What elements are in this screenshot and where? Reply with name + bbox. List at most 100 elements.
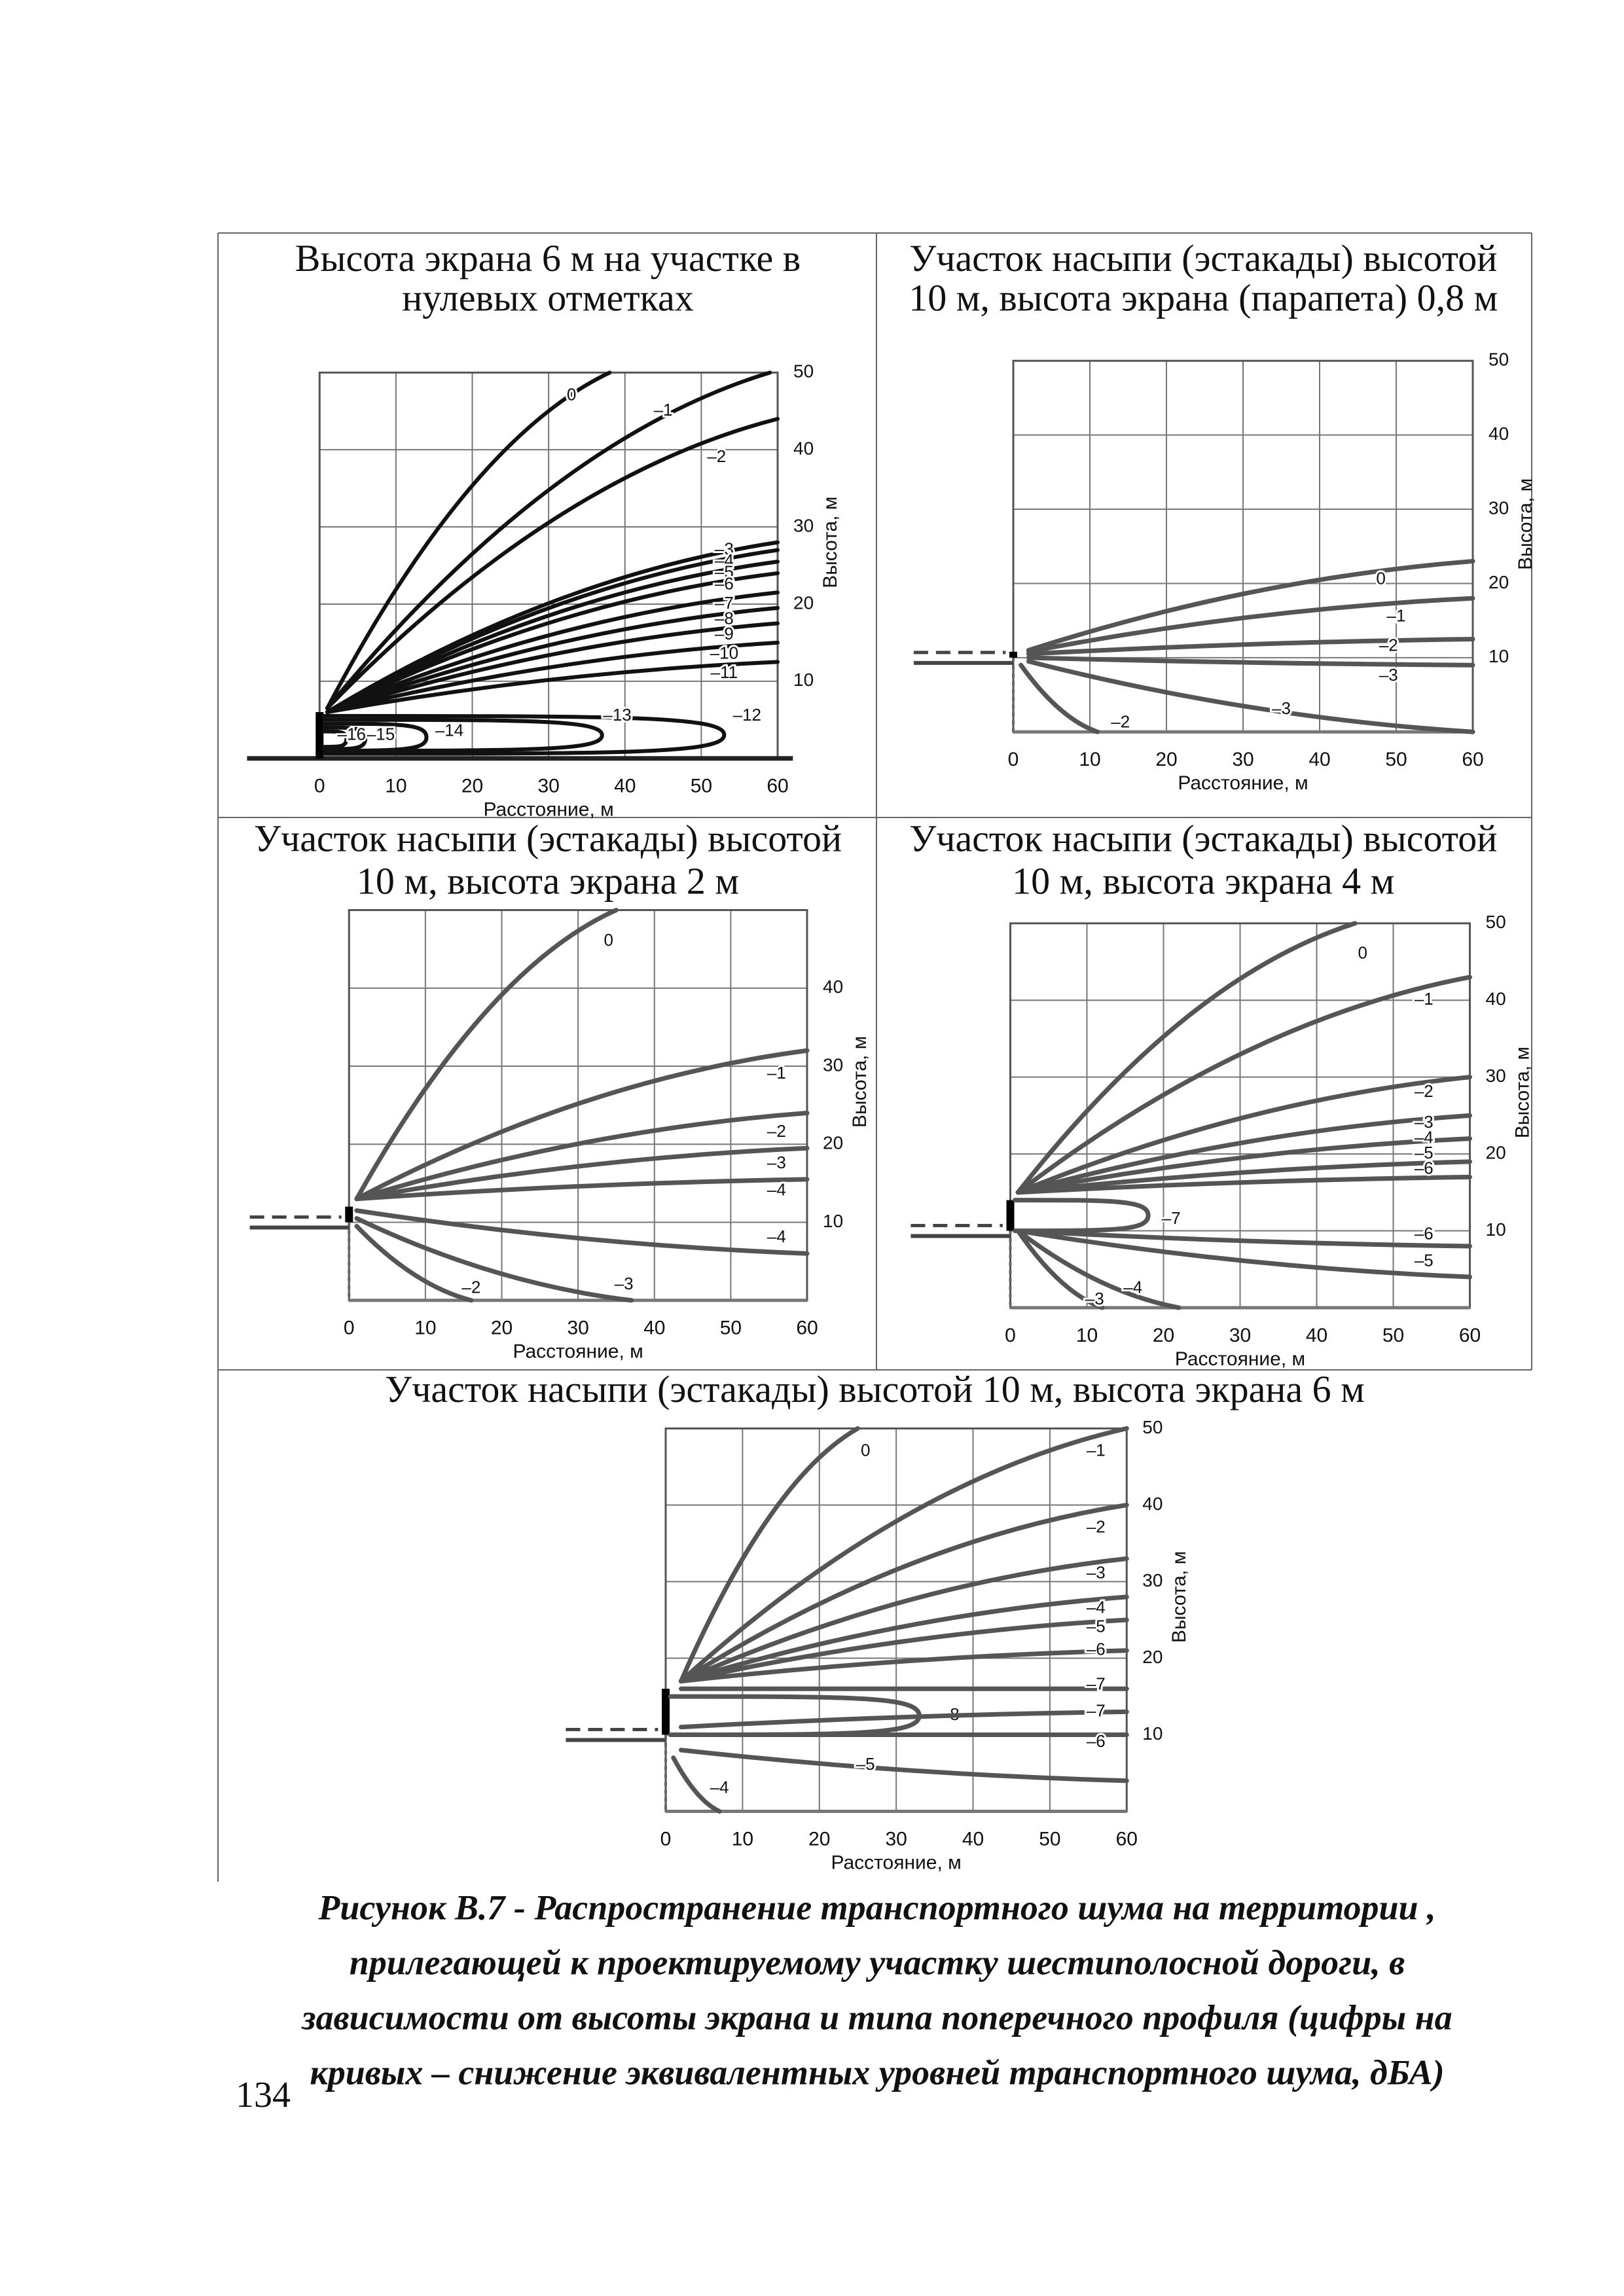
noise-contour bbox=[671, 1755, 722, 1814]
noise-contour bbox=[322, 729, 349, 749]
figure-caption: Рисунок В.7 - Распространение транспортн… bbox=[317, 1888, 1435, 1927]
panel-title: Участок насыпи (эстакады) высотой bbox=[909, 817, 1497, 859]
noise-contour bbox=[1019, 662, 1100, 734]
contour-label: –7 bbox=[1087, 1674, 1106, 1693]
contour-label: –2 bbox=[1415, 1081, 1434, 1101]
contour-label: –10 bbox=[710, 643, 738, 662]
noise-contour bbox=[1015, 921, 1358, 1195]
noise-contour bbox=[678, 1426, 860, 1684]
x-tick-label: 20 bbox=[1155, 749, 1177, 770]
x-tick-label: 0 bbox=[1005, 1325, 1016, 1346]
figure-caption: кривых – снижение эквивалентных уровней … bbox=[310, 2053, 1444, 2092]
y-tick-label: 20 bbox=[1489, 572, 1509, 592]
contour-label: –3 bbox=[715, 539, 734, 558]
contour-label: –1 bbox=[654, 400, 673, 420]
x-axis-label: Расстояние, м bbox=[1178, 772, 1308, 794]
x-tick-label: 60 bbox=[796, 1318, 818, 1339]
contour-label: –7 bbox=[1087, 1700, 1106, 1720]
panel-title: Участок насыпи (эстакады) высотой bbox=[909, 237, 1497, 279]
y-tick-label: 50 bbox=[1142, 1417, 1163, 1437]
contour-label: –11 bbox=[711, 662, 738, 682]
x-tick-label: 20 bbox=[1153, 1325, 1174, 1346]
contour-label: –6 bbox=[1415, 1158, 1434, 1177]
x-tick-label: 30 bbox=[1232, 749, 1254, 770]
y-axis-label: Высота, м bbox=[820, 496, 841, 588]
contour-label: –15 bbox=[367, 724, 395, 744]
noise-contour bbox=[325, 370, 772, 711]
x-tick-label: 50 bbox=[1039, 1828, 1060, 1850]
figure-table bbox=[217, 232, 1532, 1882]
noise-contour bbox=[1015, 1075, 1472, 1195]
contour-label: –13 bbox=[603, 705, 631, 725]
contour-label: 0 bbox=[604, 930, 613, 950]
contour-label: –14 bbox=[435, 720, 463, 740]
noise-contour bbox=[322, 717, 604, 753]
contour-label: 0 bbox=[567, 384, 576, 404]
panel-title: Участок насыпи (эстакады) высотой bbox=[254, 817, 842, 859]
y-axis-label: Высота, м bbox=[1511, 1047, 1533, 1138]
noise-contour bbox=[322, 721, 429, 753]
x-tick-label: 40 bbox=[1306, 1325, 1327, 1346]
noise-contour bbox=[325, 590, 780, 715]
y-tick-label: 40 bbox=[1486, 989, 1506, 1009]
y-tick-label: 10 bbox=[1486, 1219, 1506, 1240]
x-tick-label: 30 bbox=[1229, 1325, 1251, 1346]
y-tick-label: 40 bbox=[1142, 1494, 1163, 1514]
x-tick-label: 20 bbox=[808, 1828, 830, 1850]
contour-label: –5 bbox=[856, 1754, 875, 1774]
noise-contour bbox=[354, 1111, 810, 1202]
noise-contour bbox=[678, 1426, 1129, 1684]
x-tick-label: 10 bbox=[1079, 749, 1100, 770]
panel-title: Высота экрана 6 м на участке в bbox=[295, 237, 801, 279]
contour-label: –7 bbox=[1162, 1208, 1181, 1228]
contour-label: –6 bbox=[1087, 1640, 1106, 1659]
x-tick-label: 40 bbox=[962, 1828, 984, 1850]
noise-contour bbox=[325, 605, 780, 715]
contour-label: –4 bbox=[1087, 1597, 1106, 1617]
noise-contour bbox=[678, 1617, 1129, 1684]
y-tick-label: 10 bbox=[1489, 646, 1509, 666]
x-tick-label: 0 bbox=[660, 1828, 672, 1850]
noise-contour bbox=[354, 1145, 810, 1202]
noise-contour bbox=[1015, 975, 1472, 1195]
x-tick-label: 60 bbox=[1116, 1828, 1138, 1850]
contour-label: –1 bbox=[1087, 1440, 1106, 1460]
y-tick-label: 10 bbox=[793, 670, 814, 690]
y-tick-label: 30 bbox=[1486, 1066, 1506, 1086]
contour-label: –5 bbox=[1087, 1617, 1106, 1636]
x-tick-label: 50 bbox=[720, 1318, 742, 1339]
x-tick-label: 0 bbox=[1008, 749, 1019, 770]
contour-label: –5 bbox=[1415, 1143, 1434, 1162]
noise-contour bbox=[325, 548, 780, 715]
y-tick-label: 30 bbox=[793, 515, 814, 535]
panel-title: Участок насыпи (эстакады) высотой 10 м, … bbox=[385, 1368, 1365, 1410]
contour-label: –3 bbox=[1087, 1563, 1106, 1583]
noise-contour bbox=[1015, 1113, 1472, 1195]
contour-label: –3 bbox=[1379, 665, 1398, 685]
x-tick-label: 50 bbox=[691, 776, 712, 797]
noise-contour bbox=[354, 1177, 810, 1202]
noise-contour bbox=[354, 1216, 634, 1303]
panel-title: 10 м, высота экрана (парапета) 0,8 м bbox=[909, 277, 1498, 319]
noise-contour bbox=[325, 370, 612, 711]
noise-contour bbox=[1015, 1229, 1182, 1310]
panel-title: 10 м, высота экрана 4 м bbox=[1012, 860, 1394, 903]
x-tick-label: 40 bbox=[614, 776, 636, 797]
noise-contour bbox=[1026, 637, 1475, 656]
y-tick-label: 20 bbox=[1486, 1142, 1506, 1162]
contour-label: –4 bbox=[710, 1777, 729, 1797]
noise-contour bbox=[325, 621, 780, 715]
y-tick-label: 20 bbox=[1142, 1647, 1163, 1667]
noise-contour bbox=[1026, 659, 1475, 734]
noise-contour bbox=[354, 1208, 810, 1256]
noise-contour bbox=[322, 713, 727, 756]
noise-contour bbox=[668, 1694, 922, 1737]
x-tick-label: 40 bbox=[643, 1318, 665, 1339]
x-tick-label: 30 bbox=[567, 1318, 588, 1339]
contour-label: –4 bbox=[767, 1227, 786, 1246]
contour-label: –16 bbox=[338, 724, 366, 744]
x-axis-label: Расстояние, м bbox=[513, 1341, 643, 1363]
